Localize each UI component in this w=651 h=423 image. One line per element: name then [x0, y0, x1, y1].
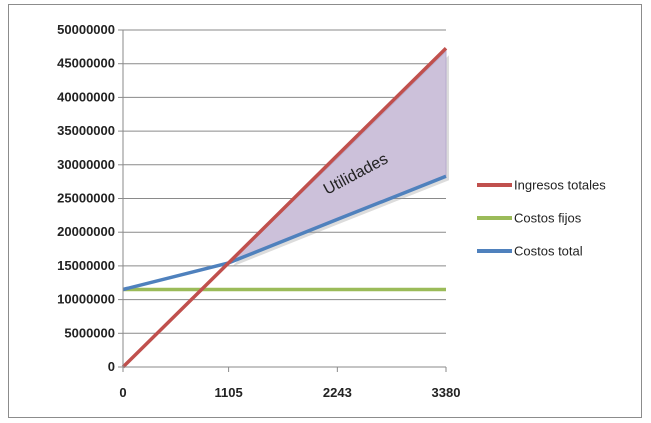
gridlines [123, 29, 446, 334]
y-tick-label: 15000000 [57, 258, 115, 273]
x-tick-label: 3380 [432, 385, 461, 400]
x-tick-label: 2243 [323, 385, 352, 400]
utilidades-area [228, 50, 449, 267]
y-tick-label: 20000000 [57, 224, 115, 239]
y-tick-label: 10000000 [57, 292, 115, 307]
y-tick-label: 5000000 [64, 325, 115, 340]
chart-frame: 0 5000000 10000000 15000000 20000000 25000000… [8, 4, 642, 418]
legend: Ingresos totales Costos fijos Costos total [477, 178, 606, 259]
y-tick-label: 50000000 [57, 22, 115, 37]
legend-label-costos-fijos: Costos fijos [514, 211, 582, 226]
x-tick-label: 1105 [214, 385, 242, 400]
y-tick-label: 45000000 [57, 56, 115, 71]
y-tick-label: 40000000 [57, 89, 115, 104]
y-tick-label: 35000000 [57, 123, 115, 138]
y-tick-label: 30000000 [57, 157, 115, 172]
series-line-ingresos-totales [121, 46, 448, 369]
x-tick-labels: 0 1105 2243 3380 [119, 385, 460, 400]
x-tick-label: 0 [119, 385, 126, 400]
series-line-costos-total [122, 174, 447, 292]
y-tick-labels: 0 5000000 10000000 15000000 20000000 25000000… [57, 22, 115, 374]
legend-label-costos-total: Costos total [514, 244, 583, 259]
break-even-chart: 0 5000000 10000000 15000000 20000000 25000000… [57, 22, 606, 400]
axes [118, 29, 447, 372]
y-tick-label: 0 [108, 359, 115, 374]
legend-label-ingresos-totales: Ingresos totales [514, 178, 606, 193]
y-tick-label: 25000000 [57, 191, 115, 206]
series-lines [121, 46, 448, 369]
